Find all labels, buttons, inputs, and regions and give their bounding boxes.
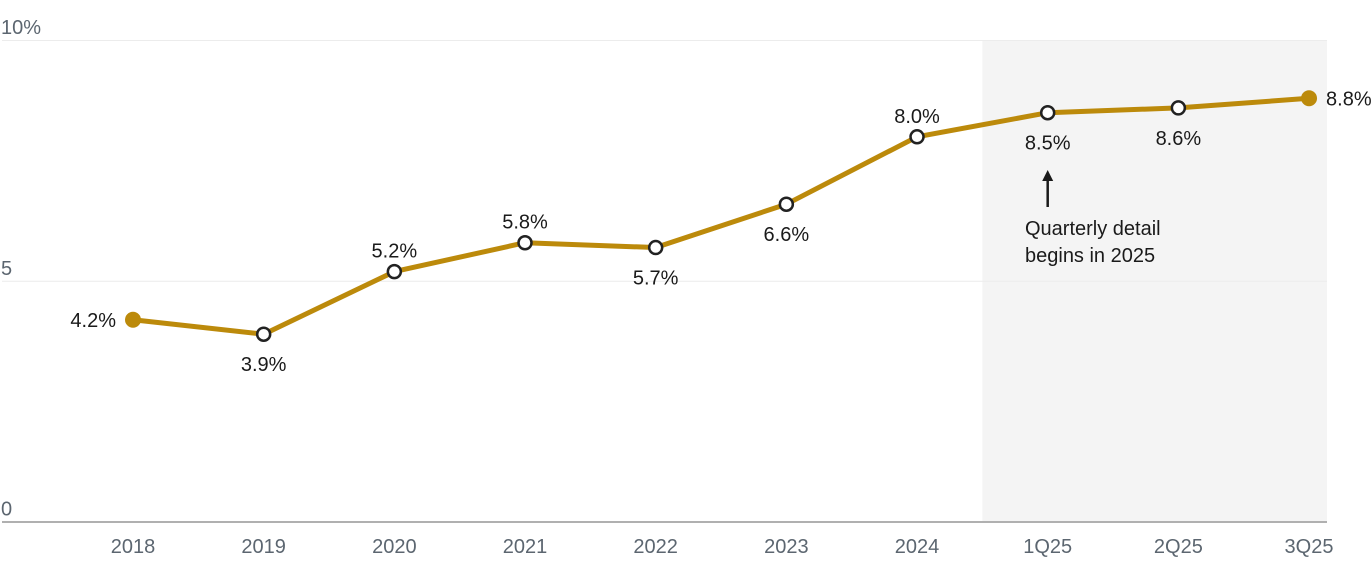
data-point-value-label: 5.7% — [633, 268, 679, 290]
y-axis-tick-label: 0 — [1, 499, 12, 521]
data-point-value-label: 8.5% — [1025, 133, 1071, 155]
x-axis-tick-label: 2023 — [764, 536, 809, 558]
data-point-filled — [1301, 90, 1318, 107]
x-axis-tick-label: 2018 — [111, 536, 156, 558]
data-point-open — [647, 239, 664, 256]
annotation-text-line: Quarterly detail — [1025, 218, 1161, 240]
x-axis-tick-label: 2021 — [503, 536, 548, 558]
x-axis-tick-label: 3Q25 — [1285, 536, 1334, 558]
x-axis-tick-label: 2Q25 — [1154, 536, 1203, 558]
data-point-filled — [125, 311, 141, 328]
data-point-open — [909, 129, 925, 145]
annotation-text-line: begins in 2025 — [1025, 245, 1155, 267]
data-point-open — [517, 234, 533, 251]
data-point-value-label: 8.0% — [894, 106, 940, 128]
data-point-value-label: 5.8% — [502, 212, 548, 234]
data-point-value-label: 8.6% — [1156, 128, 1202, 150]
trend-line — [130, 95, 1312, 337]
y-axis-tick-label: 5 — [1, 258, 12, 280]
annotation-arrow-head — [1042, 170, 1054, 181]
data-point-value-label: 3.9% — [241, 354, 287, 376]
x-axis-tick-label: 2024 — [895, 536, 940, 558]
data-point-open — [778, 196, 795, 212]
x-axis-tick-label: 2022 — [633, 536, 678, 558]
data-point-value-label: 5.2% — [372, 241, 418, 263]
data-point-open — [255, 326, 272, 342]
data-point-value-label: 8.8% — [1326, 88, 1371, 110]
y-axis-tick-label: 10% — [1, 17, 41, 39]
x-axis-tick-label: 1Q25 — [1023, 536, 1072, 558]
data-point-open — [1170, 100, 1187, 116]
data-point-open — [386, 263, 403, 280]
data-point-open — [1039, 104, 1056, 121]
data-point-value-label: 4.2% — [70, 310, 116, 332]
x-axis-tick-label: 2020 — [372, 536, 417, 558]
x-axis-tick-label: 2019 — [241, 536, 286, 558]
data-point-value-label: 6.6% — [764, 224, 810, 246]
